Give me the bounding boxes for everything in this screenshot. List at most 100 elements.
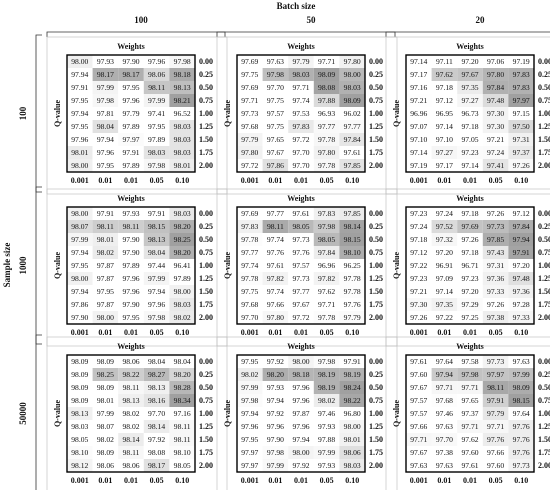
heat-cell bbox=[457, 159, 483, 172]
q-label: Q-value bbox=[53, 399, 62, 427]
heat-cell bbox=[92, 120, 119, 133]
heat-cell bbox=[406, 55, 432, 68]
cell-value: 97.33 bbox=[487, 287, 504, 296]
heat-cell bbox=[406, 311, 432, 324]
heat-cell bbox=[169, 394, 195, 407]
heat-cell bbox=[482, 433, 509, 446]
q-value: 0.50 bbox=[538, 235, 550, 244]
heat-cell bbox=[118, 355, 144, 368]
cell-value: 97.76 bbox=[513, 448, 530, 457]
heat-cell bbox=[92, 368, 119, 381]
cell-value: 97.37 bbox=[461, 409, 478, 418]
heat-cell bbox=[237, 146, 263, 159]
weight: 0.01 bbox=[98, 476, 112, 485]
cell-value: 97.93 bbox=[97, 57, 114, 66]
heat-cell bbox=[92, 285, 119, 298]
heat-cell bbox=[457, 446, 483, 459]
cell-value: 97.66 bbox=[487, 448, 504, 457]
cell-value: 97.60 bbox=[410, 370, 427, 379]
cell-value: 98.10 bbox=[174, 448, 191, 457]
heat-cell bbox=[67, 355, 93, 368]
bracket bbox=[385, 31, 550, 37]
cell-value: 97.72 bbox=[241, 161, 258, 170]
q-value: 1.75 bbox=[538, 148, 550, 157]
cell-value: 98.00 bbox=[174, 287, 191, 296]
heat-cell bbox=[508, 298, 534, 311]
cell-value: 97.95 bbox=[71, 122, 88, 131]
weights-label: Weights bbox=[456, 342, 484, 351]
heat-cell bbox=[288, 446, 314, 459]
cell-value: 97.23 bbox=[461, 274, 478, 283]
cell-value: 97.27 bbox=[461, 96, 478, 105]
heat-cell bbox=[67, 233, 93, 246]
q-value: 0.75 bbox=[538, 396, 550, 405]
heat-cell bbox=[482, 68, 509, 81]
heat-cell bbox=[143, 55, 170, 68]
heat-cell bbox=[92, 55, 119, 68]
q-value: 0.50 bbox=[199, 235, 213, 244]
q-value: 0.50 bbox=[369, 383, 383, 392]
cell-value: 97.10 bbox=[436, 135, 453, 144]
heat-cell bbox=[457, 459, 483, 472]
heat-cell bbox=[457, 220, 483, 233]
cell-value: 97.12 bbox=[410, 248, 427, 257]
heat-cell bbox=[339, 94, 365, 107]
cell-value: 97.89 bbox=[148, 135, 165, 144]
weight: 0.01 bbox=[437, 176, 451, 185]
heat-cell bbox=[143, 107, 170, 120]
cell-value: 98.00 bbox=[97, 313, 114, 322]
weight: 0.01 bbox=[294, 476, 308, 485]
heat-cell bbox=[482, 220, 509, 233]
cell-value: 97.83 bbox=[241, 222, 258, 231]
heat-cell bbox=[237, 120, 263, 133]
cell-value: 98.01 bbox=[97, 235, 114, 244]
weights-label: Weights bbox=[117, 42, 145, 51]
heat-cell bbox=[92, 68, 119, 81]
batch-size-label: Batch size bbox=[277, 1, 316, 11]
heat-cell bbox=[508, 459, 534, 472]
grid-border bbox=[66, 206, 196, 325]
heat-cell bbox=[143, 133, 170, 146]
cell-value: 97.60 bbox=[487, 461, 504, 470]
q-value: 1.25 bbox=[199, 274, 213, 283]
cell-value: 97.53 bbox=[292, 109, 309, 118]
heat-cell bbox=[67, 298, 93, 311]
weight: 0.01 bbox=[268, 328, 282, 337]
cell-value: 98.13 bbox=[174, 83, 191, 92]
cell-value: 97.76 bbox=[344, 300, 361, 309]
q-value: 0.00 bbox=[199, 209, 213, 218]
heat-cell bbox=[143, 407, 170, 420]
cell-value: 98.05 bbox=[318, 235, 335, 244]
heat-cell bbox=[508, 433, 534, 446]
cell-value: 97.68 bbox=[241, 122, 258, 131]
weight: 0.01 bbox=[268, 476, 282, 485]
q-value: 2.00 bbox=[538, 161, 550, 170]
q-value: 1.75 bbox=[199, 148, 213, 157]
heat-cell bbox=[237, 94, 263, 107]
heat-cell bbox=[262, 68, 289, 81]
q-value: 0.75 bbox=[199, 396, 213, 405]
cell-value: 97.17 bbox=[436, 161, 453, 170]
cell-value: 97.90 bbox=[122, 235, 139, 244]
weight: 0.05 bbox=[320, 476, 334, 485]
heat-cell bbox=[431, 420, 458, 433]
heat-cell bbox=[313, 120, 340, 133]
heat-cell bbox=[237, 207, 263, 220]
heat-cell bbox=[406, 133, 432, 146]
cell-value: 97.81 bbox=[97, 109, 114, 118]
cell-value: 98.16 bbox=[148, 396, 165, 405]
cell-value: 97.69 bbox=[461, 222, 478, 231]
cell-value: 97.63 bbox=[436, 422, 453, 431]
heat-cell bbox=[431, 107, 458, 120]
q-value: 0.00 bbox=[538, 357, 550, 366]
heat-cell bbox=[406, 68, 432, 81]
heat-cell bbox=[313, 81, 340, 94]
heat-cell bbox=[482, 120, 509, 133]
heat-cell bbox=[431, 259, 458, 272]
heat-cell bbox=[508, 233, 534, 246]
heat-cell bbox=[118, 146, 144, 159]
heat-cell bbox=[67, 285, 93, 298]
heat-cell bbox=[431, 355, 458, 368]
cell-value: 97.18 bbox=[410, 235, 427, 244]
q-value: 0.50 bbox=[199, 83, 213, 92]
